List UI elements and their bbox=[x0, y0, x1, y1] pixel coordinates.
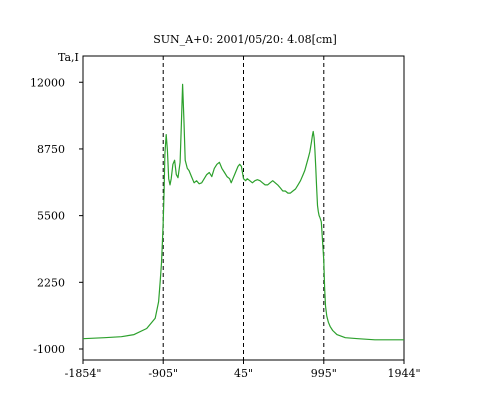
y-axis-label: Ta,I bbox=[58, 51, 79, 64]
series-layer bbox=[82, 83, 404, 341]
x-tick-label-1: -905" bbox=[148, 367, 178, 380]
x-tick-label-4: 1944" bbox=[387, 367, 420, 380]
y-tick-label-3: 2250 bbox=[37, 276, 65, 289]
reference-lines bbox=[162, 56, 325, 360]
x-tick-label-2: 45" bbox=[234, 367, 253, 380]
y-tick-label-0: 12000 bbox=[30, 76, 65, 89]
y-axis: 12000 8750 5500 2250 -1000 bbox=[30, 76, 83, 356]
x-tick-label-3: 995" bbox=[311, 367, 337, 380]
chart-title: SUN_A+0: 2001/05/20: 4.08[cm] bbox=[153, 33, 337, 46]
x-tick-label-0: -1854" bbox=[65, 367, 102, 380]
y-tick-label-2: 5500 bbox=[37, 210, 65, 223]
series-line-0 bbox=[82, 83, 404, 341]
y-tick-label-4: -1000 bbox=[33, 343, 65, 356]
y-tick-label-1: 8750 bbox=[37, 143, 65, 156]
x-axis: -1854" -905" 45" 995" 1944" bbox=[65, 360, 421, 380]
